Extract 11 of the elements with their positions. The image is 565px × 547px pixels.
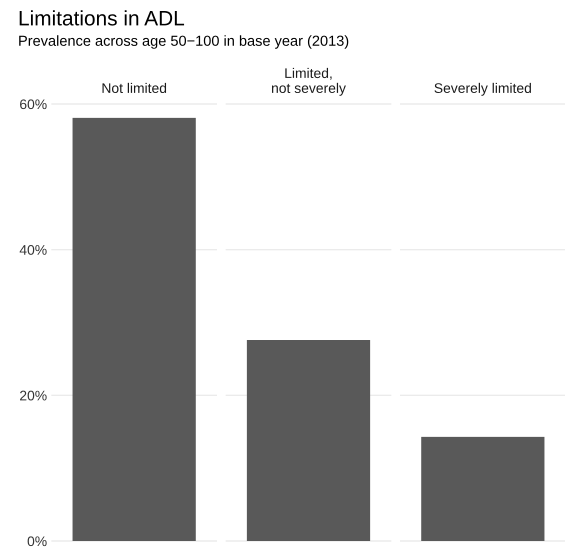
- x-tick-label: Severely limited: [434, 82, 531, 96]
- bar: [421, 436, 544, 541]
- y-tick-label: 20%: [20, 390, 47, 401]
- y-tick-label: 60%: [20, 99, 47, 110]
- chart-title: Limitations in ADL: [20, 10, 184, 26]
- bar: [246, 340, 370, 541]
- y-tick-label: 0%: [28, 536, 47, 546]
- y-tick-label: 40%: [20, 245, 47, 255]
- x-tick-label: Not limited: [102, 82, 166, 94]
- x-tick-label: Limited, not severely: [272, 68, 346, 96]
- chart-subtitle: Prevalence across age 50−100 in base year (2013): [19, 35, 348, 49]
